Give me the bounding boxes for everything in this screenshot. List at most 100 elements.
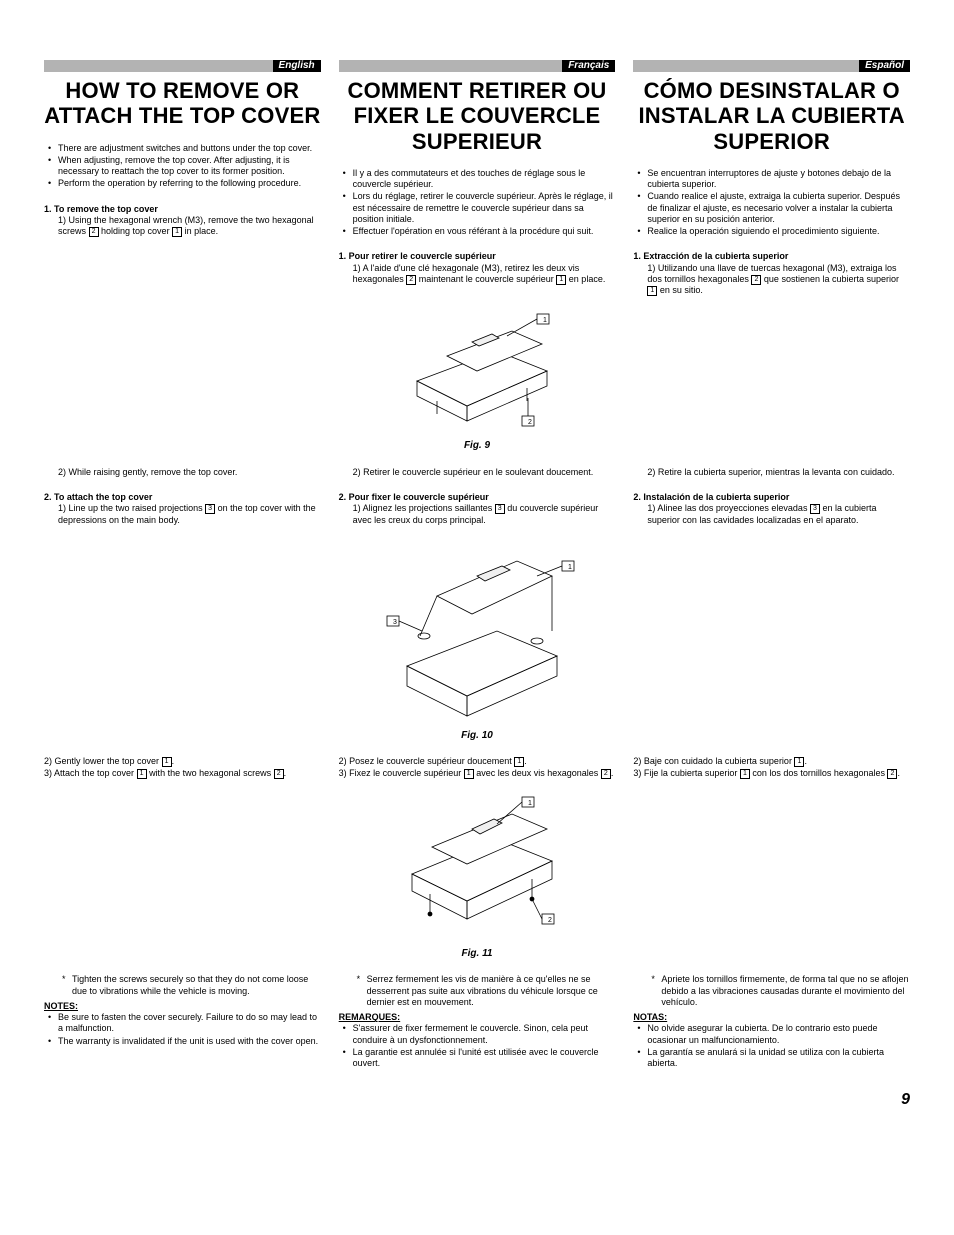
bullet: Effectuer l'opération en vous référant à… [339,226,616,237]
col-en: English HOW TO REMOVE OR ATTACH THE TOP … [44,60,321,296]
callout-3: 3 [810,504,820,514]
tighten-es: Apriete los tornillos firmemente, de for… [633,974,910,1008]
t: 3) Fixez le couvercle supérieur [339,768,464,778]
notes-fr: S'assurer de fixer fermement le couvercl… [339,1023,616,1069]
title-fr: COMMENT RETIRER OU FIXER LE COUVERCLE SU… [339,78,616,154]
tighten-en: Tighten the screws securely so that they… [44,974,321,997]
page-number: 9 [44,1090,910,1110]
figure-11: 1 2 Fig. 11 [44,789,910,961]
col-es: 2) Baje con cuidado la cubierta superior… [633,756,910,779]
callout-1: 1 [528,800,532,807]
title-es: CÓMO DESINSTALAR O INSTALAR LA CUBIERTA … [633,78,910,154]
callout-2: 2 [528,419,532,426]
note: No olvide asegurar la cubierta. De lo co… [633,1023,910,1046]
callout-2: 2 [406,275,416,285]
note: S'assurer de fixer fermement le couvercl… [339,1023,616,1046]
t: 1) Line up the two raised projections [58,503,205,513]
bullet: Realice la operación siguiendo el proced… [633,226,910,237]
callout-1: 1 [740,769,750,779]
callout-1: 1 [556,275,566,285]
t: 2) Baje con cuidado la cubierta superior [633,756,794,766]
row-4: Tighten the screws securely so that they… [44,974,910,1070]
col-es: Español CÓMO DESINSTALAR O INSTALAR LA C… [633,60,910,296]
t: 3) Fije la cubierta superior [633,768,740,778]
t: . [897,768,900,778]
t: 1) Alinee las dos proyecciones elevadas [647,503,810,513]
callout-1: 1 [543,317,547,324]
callout-1: 1 [172,227,182,237]
step-2-3-en: 3) Attach the top cover 1 with the two h… [44,768,321,779]
lang-bar-fr: Français [339,60,616,72]
lang-stub [44,60,273,72]
t: . [524,756,527,766]
t: 3) Attach the top cover [44,768,137,778]
t: in place. [182,226,218,236]
t: holding top cover [99,226,173,236]
callout-2: 2 [274,769,284,779]
step-1-2-fr: 2) Retirer le couvercle supérieur en le … [339,467,616,478]
step-2-1-es: 1) Alinee las dos proyecciones elevadas … [633,503,910,526]
notes-head-es: NOTAS: [633,1012,910,1023]
t: que sostienen la cubierta superior [761,274,899,284]
callout-1: 1 [162,757,172,767]
callout-3: 3 [495,504,505,514]
lang-label-fr: Français [562,60,615,72]
row-2: 2) While raising gently, remove the top … [44,467,910,526]
t: 2) Posez le couvercle supérieur doucemen… [339,756,515,766]
section1-head-fr: 1. Pour retirer le couvercle supérieur [339,251,616,262]
t: maintenant le couvercle supérieur [416,274,556,284]
callout-1: 1 [794,757,804,767]
fig9-caption: Fig. 9 [44,440,910,453]
bullet: There are adjustment switches and button… [44,143,321,154]
t: . [172,756,175,766]
callout-1: 1 [514,757,524,767]
callout-1: 1 [464,769,474,779]
lang-bar-es: Español [633,60,910,72]
callout-1: 1 [568,564,572,571]
col-fr: Serrez fermement les vis de manière à ce… [339,974,616,1070]
col-es: Apriete los tornillos firmemente, de for… [633,974,910,1070]
col-fr: 2) Retirer le couvercle supérieur en le … [339,467,616,526]
tighten-fr: Serrez fermement les vis de manière à ce… [339,974,616,1008]
bullet: Se encuentran interruptores de ajuste y … [633,168,910,191]
callout-1: 1 [647,286,657,296]
callout-2: 2 [887,769,897,779]
step-1-2-es: 2) Retire la cubierta superior, mientras… [633,467,910,478]
col-en: 2) While raising gently, remove the top … [44,467,321,526]
lang-label-es: Español [859,60,910,72]
row-3: 2) Gently lower the top cover 1. 3) Atta… [44,756,910,779]
t: with the two hexagonal screws [147,768,274,778]
col-en: Tighten the screws securely so that they… [44,974,321,1070]
t: . [284,768,287,778]
figure-9: 1 2 Fig. 9 [44,306,910,453]
step-2-1-fr: 1) Alignez les projections saillantes 3 … [339,503,616,526]
figure-10: 1 3 Fig. 10 [44,536,910,743]
callout-2: 2 [89,227,99,237]
section1-head-es: 1. Extracción de la cubierta superior [633,251,910,262]
bullet: Il y a des commutateurs et des touches d… [339,168,616,191]
section1-head-en: 1. To remove the top cover [44,204,321,215]
callout-2: 2 [548,917,552,924]
step-2-3-es: 3) Fije la cubierta superior 1 con los d… [633,768,910,779]
t: 1) Alignez les projections saillantes [353,503,495,513]
lang-stub [633,60,859,72]
t: 2) Gently lower the top cover [44,756,162,766]
note: Be sure to fasten the cover securely. Fa… [44,1012,321,1035]
note: La garantía se anulará si la unidad se u… [633,1047,910,1070]
step-2-2-fr: 2) Posez le couvercle supérieur doucemen… [339,756,616,767]
bullet: Lors du réglage, retirer le couvercle su… [339,191,616,225]
fig10-svg: 1 3 [362,536,592,726]
step-2-2-es: 2) Baje con cuidado la cubierta superior… [633,756,910,767]
t: con los dos tornillos hexagonales [750,768,888,778]
section2-head-fr: 2. Pour fixer le couvercle supérieur [339,492,616,503]
intro-bullets-es: Se encuentran interruptores de ajuste y … [633,168,910,238]
lang-bar-en: English [44,60,321,72]
col-fr: Français COMMENT RETIRER OU FIXER LE COU… [339,60,616,296]
t: avec les deux vis hexagonales [474,768,601,778]
callout-3: 3 [393,619,397,626]
notes-head-fr: REMARQUES: [339,1012,616,1023]
note: La garantie est annulée si l'unité est u… [339,1047,616,1070]
lang-label-en: English [273,60,321,72]
step-1-2-en: 2) While raising gently, remove the top … [44,467,321,478]
bullet: Cuando realice el ajuste, extraiga la cu… [633,191,910,225]
